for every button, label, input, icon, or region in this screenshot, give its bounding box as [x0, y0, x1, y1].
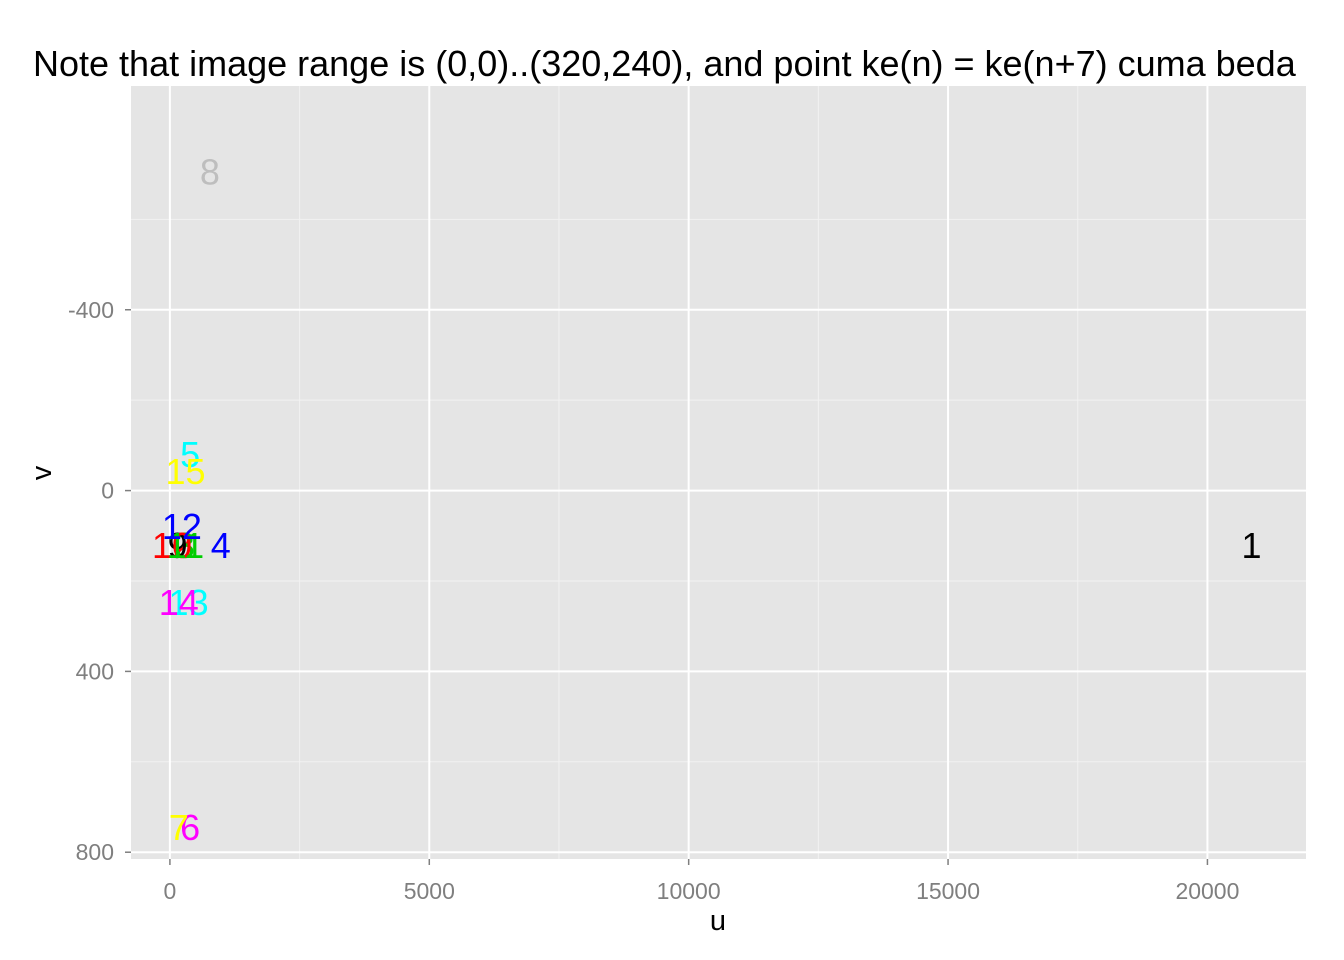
- y-tick-label: 0: [101, 478, 114, 504]
- point-label-11: 11: [167, 525, 204, 566]
- point-label-6: 6: [180, 807, 200, 848]
- point-label-1: 1: [1242, 525, 1262, 566]
- y-tick-label: 800: [76, 839, 114, 865]
- x-tick-label: 5000: [404, 878, 455, 904]
- y-axis-title: v: [26, 465, 58, 480]
- x-tick-label: 10000: [657, 878, 721, 904]
- point-label-2: 2: [172, 525, 192, 566]
- y-tick-label: -400: [68, 297, 114, 323]
- x-axis-title: u: [710, 905, 726, 937]
- chart-title: Note that image range is (0,0)..(320,240…: [33, 43, 1297, 84]
- x-tick-label: 0: [164, 878, 177, 904]
- point-label-10: 10: [152, 525, 192, 566]
- minor-gridlines: [131, 86, 1306, 859]
- x-tick-label: 15000: [916, 878, 980, 904]
- point-label-3: 3: [175, 525, 195, 566]
- x-tick-label: 20000: [1175, 878, 1239, 904]
- point-label-5: 5: [180, 434, 200, 475]
- point-label-9: 9: [168, 525, 188, 566]
- point-label-13: 13: [169, 582, 209, 623]
- point-label-12: 12: [162, 506, 202, 547]
- tick-labels: 0 5000 10000 15000 20000 -400 0 400 800: [68, 297, 1239, 904]
- y-tick-label: 400: [76, 658, 114, 684]
- point-label-8: 8: [200, 151, 220, 192]
- axis-ticks: [125, 309, 1209, 865]
- point-label-7: 7: [169, 807, 189, 848]
- point-label-4: 4: [211, 525, 231, 566]
- point-label-14: 14: [159, 582, 199, 623]
- point-label-15: 15: [165, 451, 205, 492]
- plot-panel: [131, 86, 1306, 859]
- major-gridlines: [131, 86, 1306, 859]
